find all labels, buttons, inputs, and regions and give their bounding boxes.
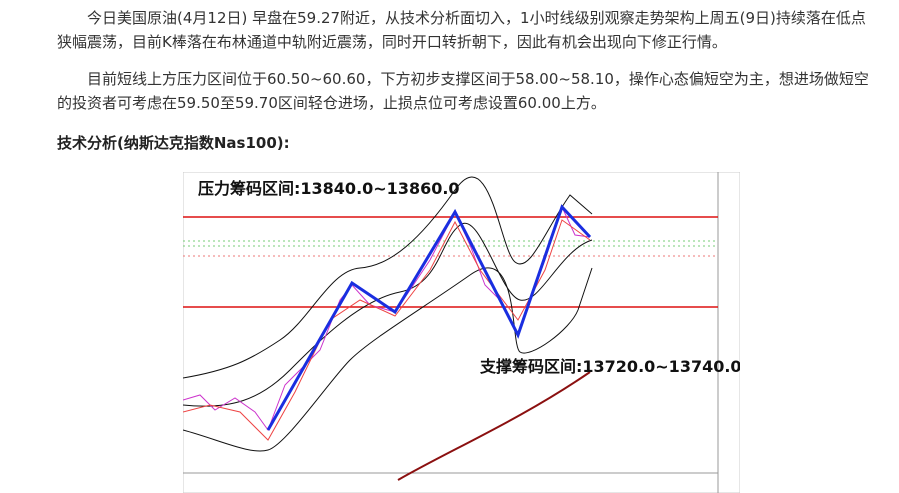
moving-average	[397, 371, 591, 481]
bollinger-upper	[183, 176, 593, 379]
chart-image: 压力筹码区间:13840.0~13860.0 支撑筹码区间:13720.0~13…	[183, 172, 740, 493]
bollinger-lower	[183, 267, 593, 452]
trend-zigzag	[266, 204, 592, 431]
paragraph: 今日美国原油(4月12日) 早盘在59.27附近，从技术分析面切入，1小时线级别…	[57, 9, 866, 51]
support-label: 支撑筹码区间:13720.0~13740.0	[479, 357, 740, 376]
bollinger-middle	[183, 222, 593, 407]
resistance-label: 压力筹码区间:13840.0~13860.0	[198, 179, 460, 198]
image-frame	[183, 172, 740, 493]
paragraph: 目前短线上方压力区间位于60.50~60.60，下方初步支撑区间于58.00~5…	[57, 70, 869, 112]
section-heading: 技术分析(纳斯达克指数Nas100):	[57, 134, 290, 152]
